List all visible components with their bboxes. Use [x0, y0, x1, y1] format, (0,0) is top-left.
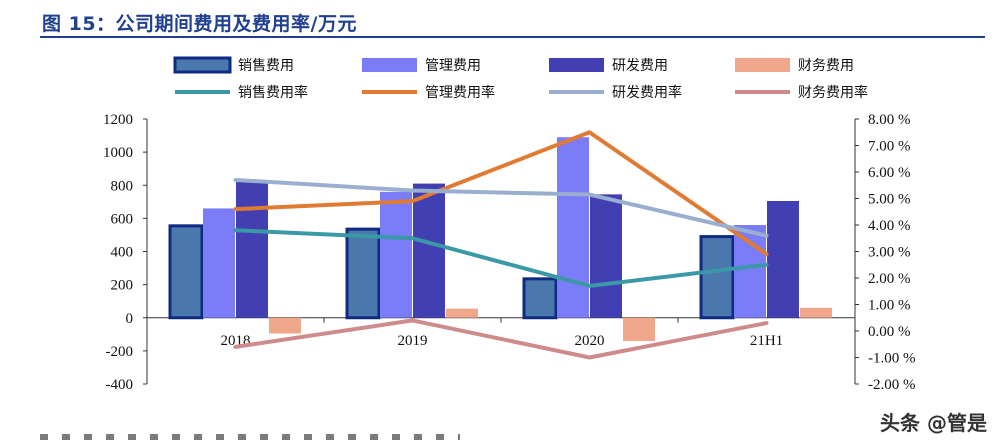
legend-swatch-sales-expense-bar — [173, 56, 232, 74]
right-tick-label: 1.00 % — [868, 298, 911, 314]
right-tick-label: 0.00 % — [868, 324, 911, 340]
left-tick-label: -200 — [106, 344, 134, 360]
category-label: 2019 — [398, 333, 428, 349]
left-tick-label: 800 — [111, 178, 134, 194]
rd-expense-bar — [590, 194, 622, 318]
legend-label: 销售费用 — [238, 58, 294, 74]
admin-rate-line — [233, 130, 769, 257]
rd-expense-bar — [236, 180, 268, 318]
left-tick-label: 400 — [111, 245, 134, 261]
legend-label: 管理费用 — [425, 58, 481, 74]
left-tick-label: 1000 — [103, 145, 133, 161]
finance-expense-bar — [446, 308, 478, 318]
right-tick-label: 8.00 % — [868, 112, 911, 128]
sales-expense-bar — [522, 277, 558, 320]
line-series-group — [233, 130, 769, 360]
legend-swatch-rd-expense-bar — [549, 58, 604, 72]
legend-label: 销售费用率 — [238, 84, 308, 101]
left-tick-label: 200 — [111, 278, 134, 294]
left-tick-label: 600 — [111, 211, 134, 227]
right-tick-label: -1.00 % — [868, 351, 916, 367]
rd-rate-line — [233, 177, 769, 238]
finance-expense-bar — [269, 317, 301, 334]
bar-series-group — [168, 137, 832, 341]
admin-expense-bar — [380, 191, 412, 318]
right-tick-label: 4.00 % — [868, 218, 911, 234]
rd-expense-bar — [413, 183, 445, 318]
legend-swatch-finance-expense-bar — [735, 58, 790, 72]
legend-label: 研发费用 — [612, 58, 668, 74]
finance-expense-bar — [623, 317, 655, 341]
legend-label: 研发费用率 — [612, 84, 682, 101]
left-tick-label: -400 — [106, 377, 134, 393]
admin-expense-bar — [734, 225, 766, 318]
legend-label: 财务费用率 — [798, 84, 868, 101]
right-tick-label: 5.00 % — [868, 192, 911, 208]
cropped-footer-text — [40, 434, 460, 440]
category-label: 2020 — [575, 333, 605, 349]
legend-label: 管理费用率 — [425, 84, 495, 101]
sales-rate-line — [233, 228, 769, 288]
category-label: 21H1 — [750, 333, 783, 349]
chart-axes: 1200 1000 800 600 400 200 0 -200 -400 8.00 % 7.00 … — [103, 112, 916, 393]
right-tick-label: -2.00 % — [868, 377, 916, 393]
rd-expense-bar — [767, 200, 799, 318]
finance-expense-bar — [800, 307, 832, 318]
title-bar: 图 15：公司期间费用及费用率/万元 — [0, 0, 1005, 40]
admin-expense-bar — [203, 208, 235, 318]
right-tick-label: 2.00 % — [868, 271, 911, 287]
sales-expense-bar — [168, 224, 204, 320]
right-tick-label: 6.00 % — [868, 165, 911, 181]
title-divider — [40, 36, 985, 38]
right-tick-label: 7.00 % — [868, 139, 911, 155]
left-tick-label: 0 — [126, 311, 134, 327]
finance-rate-line — [233, 318, 769, 360]
legend-label: 财务费用 — [798, 58, 854, 74]
watermark-text: 头条 @管是 — [880, 411, 987, 435]
sales-expense-bar — [699, 235, 735, 320]
sales-expense-bar — [345, 227, 381, 320]
admin-expense-bar — [557, 137, 589, 318]
left-tick-label: 1200 — [103, 112, 133, 128]
legend-swatch-admin-expense-bar — [362, 58, 417, 72]
figure-title: 图 15：公司期间费用及费用率/万元 — [42, 13, 357, 35]
right-tick-label: 3.00 % — [868, 245, 911, 261]
